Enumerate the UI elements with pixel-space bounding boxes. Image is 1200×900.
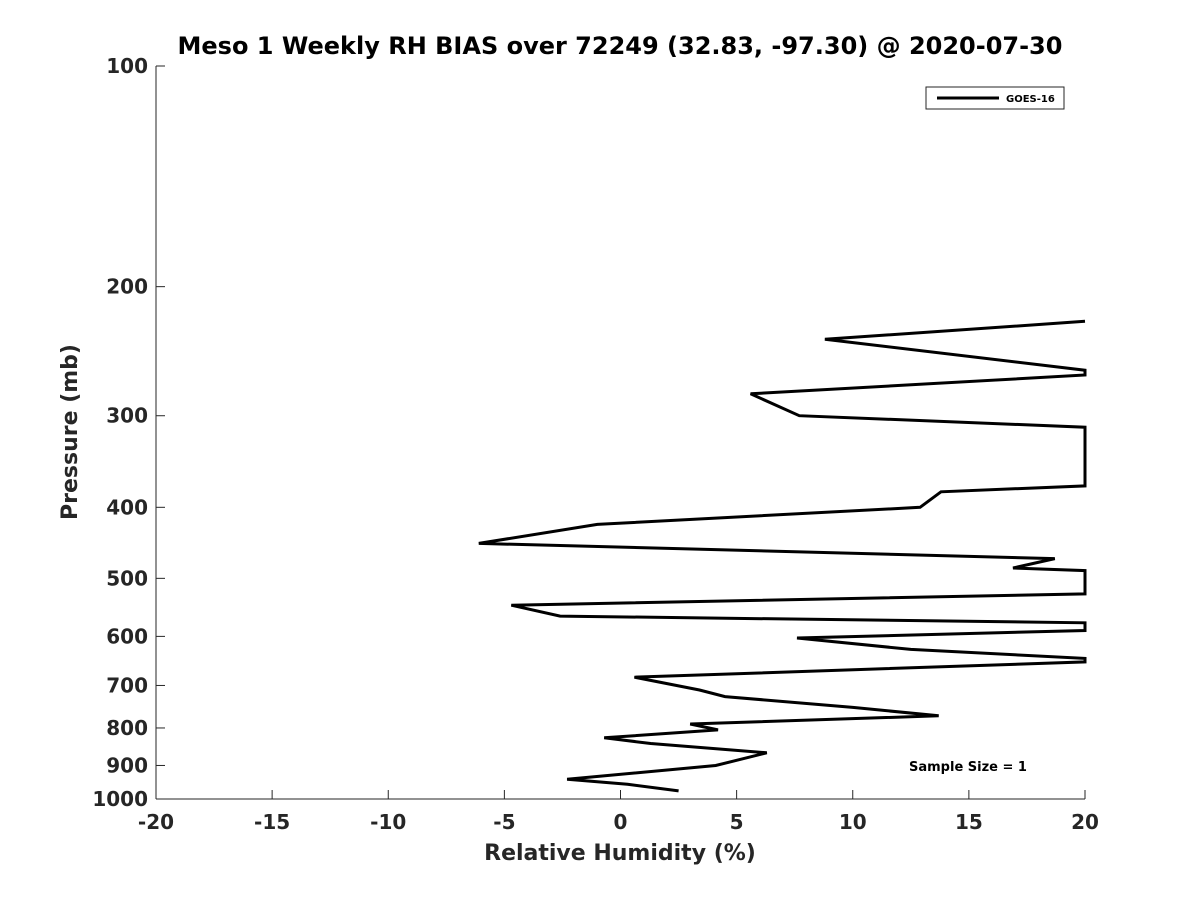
y-tick-label: 800 xyxy=(106,716,148,740)
series-line-goes-16 xyxy=(478,319,1087,793)
legend: GOES-16 xyxy=(925,86,1065,110)
x-axis-label: Relative Humidity (%) xyxy=(484,841,756,866)
y-axis-ticks: 100 200 300 400 500 600 700 800 900 1000 xyxy=(92,54,165,811)
y-tick-label: 1000 xyxy=(92,787,148,811)
y-tick-label: 100 xyxy=(106,54,148,78)
y-tick-label: 700 xyxy=(106,673,148,697)
x-tick-label: 20 xyxy=(1071,810,1099,834)
series-lines xyxy=(478,319,1087,793)
x-tick-label: -10 xyxy=(370,810,406,834)
y-tick-label: 200 xyxy=(106,275,148,299)
x-tick-label: 15 xyxy=(955,810,983,834)
axes xyxy=(155,66,1085,800)
y-axis-label: Pressure (mb) xyxy=(58,344,83,520)
y-tick-label: 500 xyxy=(106,566,148,590)
x-tick-label: 0 xyxy=(614,810,628,834)
chart-title: Meso 1 Weekly RH BIAS over 72249 (32.83,… xyxy=(178,32,1063,60)
y-tick-label: 300 xyxy=(106,404,148,428)
y-tick-label: 900 xyxy=(106,753,148,777)
sample-size-annotation: Sample Size = 1 xyxy=(909,760,1027,775)
x-tick-label: 5 xyxy=(730,810,744,834)
x-tick-label: -20 xyxy=(138,810,174,834)
x-tick-label: -5 xyxy=(493,810,515,834)
x-tick-label: -15 xyxy=(254,810,290,834)
y-tick-label: 400 xyxy=(106,495,148,519)
x-axis-ticks: -20 -15 -10 -5 0 5 10 15 20 xyxy=(138,790,1099,834)
legend-label-goes-16: GOES-16 xyxy=(1006,94,1055,105)
y-tick-label: 600 xyxy=(106,624,148,648)
x-tick-label: 10 xyxy=(839,810,867,834)
